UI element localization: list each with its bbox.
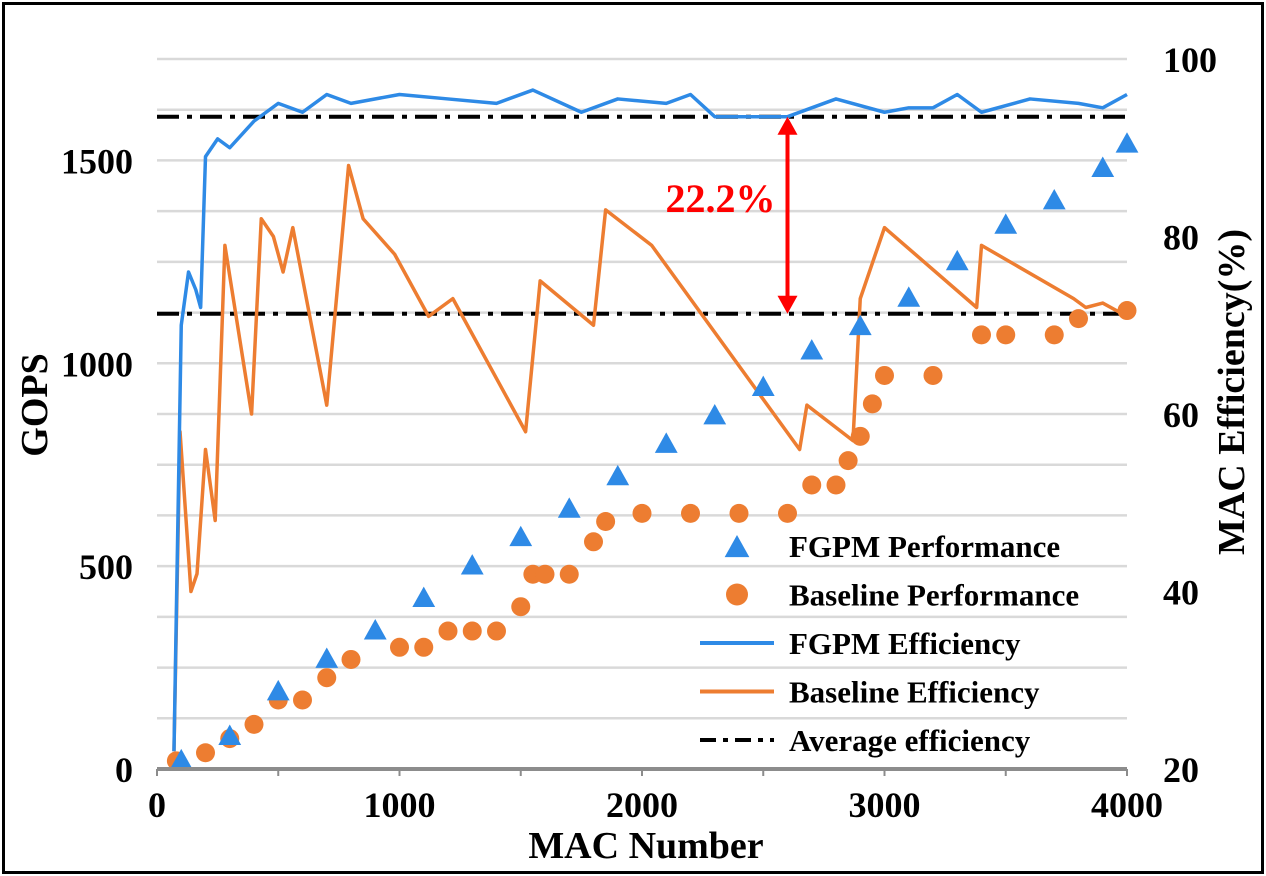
- baseline-performance-point: [535, 564, 555, 584]
- baseline-performance-point: [559, 564, 579, 584]
- baseline-performance-point: [681, 503, 700, 523]
- baseline-performance-point: [826, 475, 846, 495]
- baseline-performance-point: [487, 621, 506, 641]
- baseline-performance-point: [1069, 309, 1088, 329]
- baseline-performance-point: [632, 503, 652, 523]
- legend-label-fgpm-performance: FGPM Performance: [789, 529, 1060, 564]
- y2-axis-title: MAC Efficiency(%): [1211, 229, 1253, 555]
- fgpm-performance-point: [751, 375, 775, 397]
- fgpm-performance-point: [169, 748, 193, 770]
- axes: 0 1000 2000 3000 4000 0 500 1000 1500 20 40 60 80 100…: [14, 40, 1253, 867]
- baseline-performance-point: [414, 637, 434, 657]
- y-axis-title: GOPS: [14, 353, 56, 456]
- y2-tick-label: 60: [1163, 395, 1199, 435]
- fgpm-performance-point: [897, 286, 921, 307]
- average-efficiency-lines: [157, 114, 1127, 316]
- fgpm-performance-point: [1115, 132, 1139, 153]
- y-tick-label: 500: [79, 547, 133, 587]
- fgpm-performance-point: [557, 497, 581, 518]
- fgpm-performance-point: [800, 339, 824, 360]
- baseline-performance-point: [850, 426, 870, 446]
- x-tick-label: 1000: [364, 785, 436, 825]
- fgpm-performance-point: [1042, 189, 1066, 210]
- fgpm-efficiency-line: [172, 88, 1128, 752]
- fgpm-efficiency-series: [172, 88, 1128, 752]
- y-tick-label: 1000: [61, 344, 133, 384]
- legend-swatch-baseline-performance: [726, 583, 748, 606]
- baseline-performance-point: [293, 690, 312, 710]
- x-tick-label: 2000: [606, 785, 678, 825]
- baseline-performance-point: [1117, 301, 1137, 321]
- baseline-performance-point: [838, 451, 858, 471]
- baseline-performance-point: [244, 714, 264, 734]
- baseline-performance-point: [729, 503, 749, 523]
- fgpm-performance-point: [315, 647, 339, 668]
- y-tick-label: 1500: [61, 141, 133, 181]
- baseline-performance-point: [923, 365, 943, 385]
- y2-tick-label: 40: [1163, 573, 1199, 613]
- legend-label-baseline-efficiency: Baseline Efficiency: [789, 675, 1040, 710]
- baseline-performance-point: [778, 503, 797, 523]
- baseline-performance-point: [390, 637, 409, 657]
- y-tick-label: 0: [115, 750, 133, 790]
- fgpm-performance-point: [266, 679, 290, 701]
- baseline-performance-point: [462, 621, 482, 641]
- x-axis-title: MAC Number: [528, 825, 763, 867]
- gap-annotation-label: 22.2%: [666, 176, 776, 221]
- legend-label-average-efficiency: Average efficiency: [789, 723, 1031, 758]
- baseline-performance-point: [196, 743, 215, 763]
- gridlines: [157, 57, 1127, 720]
- baseline-efficiency-line: [172, 163, 1128, 752]
- fgpm-performance-point: [945, 249, 969, 271]
- legend-label-fgpm-efficiency: FGPM Efficiency: [789, 626, 1021, 661]
- x-tick-label: 3000: [849, 785, 921, 825]
- fgpm-performance-point: [654, 432, 678, 453]
- fgpm-performance-point: [848, 314, 872, 336]
- gap-arrow-head-bottom: [777, 295, 798, 314]
- y2-tick-label: 20: [1163, 750, 1199, 790]
- baseline-performance-point: [596, 512, 616, 532]
- fgpm-performance-point: [509, 525, 533, 547]
- baseline-performance-point: [511, 597, 531, 617]
- x-tick-label: 0: [148, 785, 166, 825]
- fgpm-performance-series: [169, 132, 1139, 770]
- baseline-performance-point: [341, 649, 361, 669]
- fgpm-performance-point: [412, 586, 436, 607]
- baseline-performance-point: [996, 325, 1016, 345]
- legend-label-baseline-performance: Baseline Performance: [789, 578, 1079, 613]
- baseline-performance-point: [584, 532, 603, 552]
- legend: FGPM Performance Baseline Performance FGPM…: [700, 529, 1079, 758]
- y2-tick-label: 100: [1163, 40, 1217, 80]
- fgpm-performance-point: [363, 619, 387, 640]
- gap-arrow-head-top: [777, 116, 798, 135]
- fgpm-performance-point: [460, 554, 484, 575]
- baseline-performance-point: [972, 325, 991, 345]
- baseline-performance-point: [438, 621, 458, 641]
- fgpm-performance-point: [218, 724, 242, 745]
- x-tick-label: 4000: [1091, 785, 1163, 825]
- fgpm-performance-point: [703, 404, 727, 425]
- y2-tick-label: 80: [1163, 218, 1199, 258]
- gap-annotation: 22.2%: [666, 116, 798, 314]
- legend-swatch-fgpm-performance: [724, 535, 750, 558]
- fgpm-performance-point: [606, 464, 630, 486]
- baseline-performance-point: [875, 365, 894, 385]
- baseline-performance-point: [1044, 325, 1064, 345]
- baseline-efficiency-series: [172, 163, 1128, 752]
- fgpm-performance-point: [994, 213, 1018, 234]
- baseline-performance-point: [802, 475, 822, 495]
- fgpm-performance-point: [1091, 156, 1115, 177]
- baseline-performance-point: [317, 668, 337, 688]
- baseline-performance-point: [862, 394, 882, 414]
